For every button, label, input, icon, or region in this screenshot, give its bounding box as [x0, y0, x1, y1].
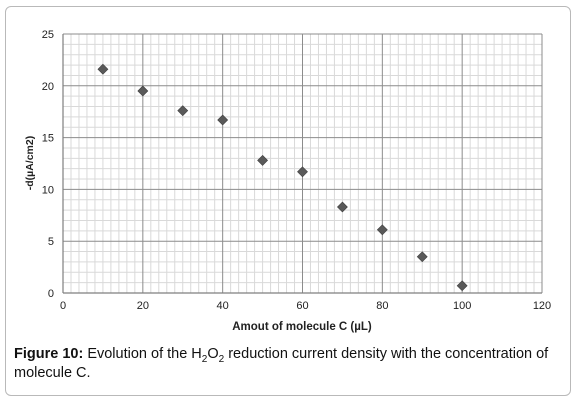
x-tick-label: 60 — [296, 300, 308, 312]
caption-sub-1: 2 — [201, 353, 208, 365]
x-tick-label: 0 — [60, 300, 66, 312]
y-tick-label: 20 — [42, 81, 54, 93]
caption-sub-2: 2 — [218, 353, 225, 365]
data-points — [97, 63, 468, 292]
data-point — [97, 63, 109, 75]
grid-lines — [62, 33, 543, 294]
data-point — [257, 154, 269, 166]
caption-text-before: Evolution of the H — [83, 346, 202, 362]
y-tick-label: 0 — [48, 288, 54, 300]
y-tick-label: 25 — [42, 29, 54, 41]
data-point — [376, 224, 388, 236]
y-axis-label: -d(µA/cm2) — [24, 136, 36, 190]
caption-mid: O — [207, 346, 219, 362]
x-axis-label: Amout of molecule C (µL) — [232, 321, 372, 333]
caption-text-after: reduction current density with the conce… — [14, 346, 549, 381]
y-tick-label: 15 — [42, 133, 54, 145]
x-tick-label: 40 — [217, 300, 229, 312]
data-point — [177, 105, 189, 117]
y-tick-label: 10 — [42, 184, 54, 196]
x-tick-label: 100 — [453, 300, 471, 312]
data-point — [456, 280, 468, 292]
data-point — [336, 201, 348, 213]
x-tick-label: 20 — [137, 300, 149, 312]
data-point — [217, 114, 229, 126]
x-tick-label: 80 — [376, 300, 388, 312]
data-point — [137, 85, 149, 97]
y-tick-label: 5 — [48, 236, 54, 248]
figure-caption: Figure 10: Evolution of the H2O2 reducti… — [14, 345, 566, 383]
data-point — [416, 251, 428, 263]
data-point — [297, 166, 308, 178]
x-tick-label: 120 — [533, 300, 551, 312]
caption-label: Figure 10: — [14, 346, 84, 362]
tick-labels: 0 20 40 60 80 100 120 0 5 10 15 20 25 — [42, 29, 551, 312]
